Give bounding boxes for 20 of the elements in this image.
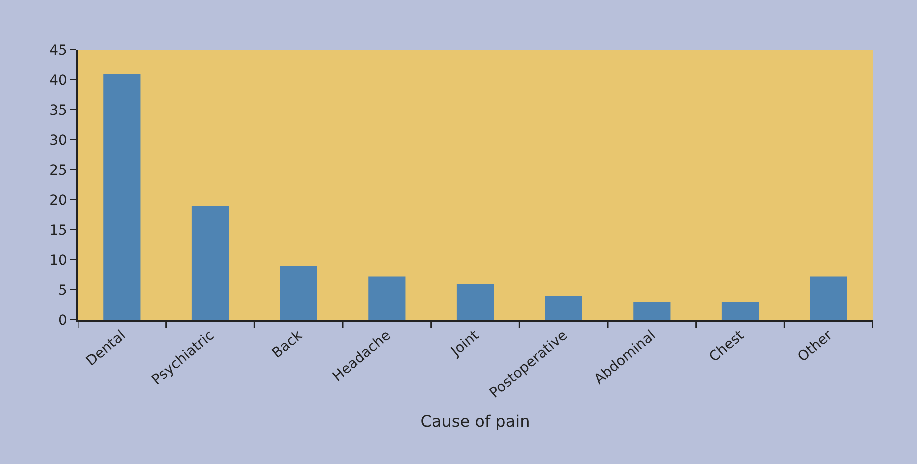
y-tick-label: 45: [50, 42, 68, 59]
bar: [722, 302, 760, 320]
bar: [104, 74, 141, 320]
y-tick-label: 40: [50, 72, 68, 89]
x-axis-title: Cause of pain: [420, 412, 530, 431]
bar: [192, 206, 230, 320]
y-tick-label: 0: [58, 312, 68, 329]
bar: [810, 276, 848, 320]
bar: [280, 266, 318, 320]
y-tick-label: 25: [50, 162, 68, 179]
y-tick-label: 10: [50, 252, 68, 269]
bar: [634, 302, 671, 320]
y-tick-label: 35: [50, 102, 68, 119]
y-tick-label: 15: [50, 222, 68, 239]
y-tick-label: 30: [50, 132, 68, 149]
bar: [368, 276, 406, 320]
bar: [545, 296, 582, 320]
bar: [456, 284, 494, 320]
y-tick-label: 20: [50, 192, 68, 209]
y-tick-label: 5: [58, 282, 68, 299]
